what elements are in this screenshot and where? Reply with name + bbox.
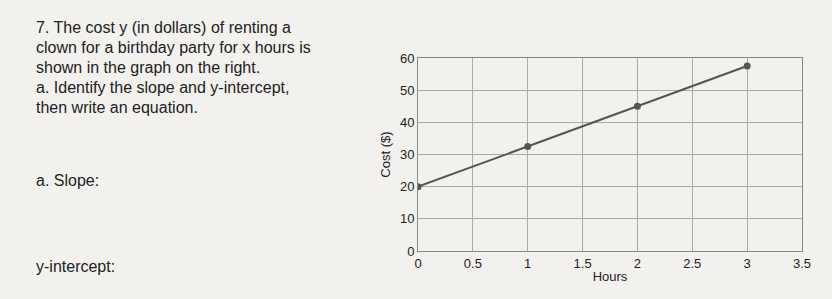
- svg-text:0: 0: [407, 244, 414, 259]
- svg-text:1: 1: [524, 256, 531, 271]
- svg-text:2: 2: [634, 256, 641, 271]
- html-text:then write an equation.: then write an equation.: [36, 99, 198, 116]
- html-text:a. Slope:: a. Slope:: [36, 172, 100, 189]
- svg-text:2.5: 2.5: [683, 256, 701, 271]
- svg-text:0.5: 0.5: [464, 256, 482, 271]
- html-text:y-intercept:: y-intercept:: [36, 258, 116, 275]
- svg-text:50: 50: [400, 83, 414, 98]
- html-text:clown for a birthday party for: clown for a birthday party for x hours i…: [36, 39, 311, 56]
- svg-text:20: 20: [400, 179, 414, 194]
- svg-text:10: 10: [400, 211, 414, 226]
- svg-text:3.5: 3.5: [793, 256, 811, 271]
- html-text:a. Identify the slope and y-in: a. Identify the slope and y-intercept,: [36, 79, 290, 96]
- html-text:7. The cost y (in dollars) of: 7. The cost y (in dollars) of renting a: [36, 19, 291, 36]
- svg-text:40: 40: [400, 115, 414, 130]
- svg-text:60: 60: [400, 51, 414, 66]
- svg-text:1.5: 1.5: [574, 256, 592, 271]
- svg-text:0: 0: [414, 256, 421, 271]
- svg-text:Hours: Hours: [593, 269, 628, 284]
- html-text:shown in the graph on the righ: shown in the graph on the right.: [36, 59, 261, 76]
- svg-text:30: 30: [400, 147, 414, 162]
- svg-text:3: 3: [744, 256, 751, 271]
- svg-text:Cost ($): Cost ($): [378, 131, 393, 177]
